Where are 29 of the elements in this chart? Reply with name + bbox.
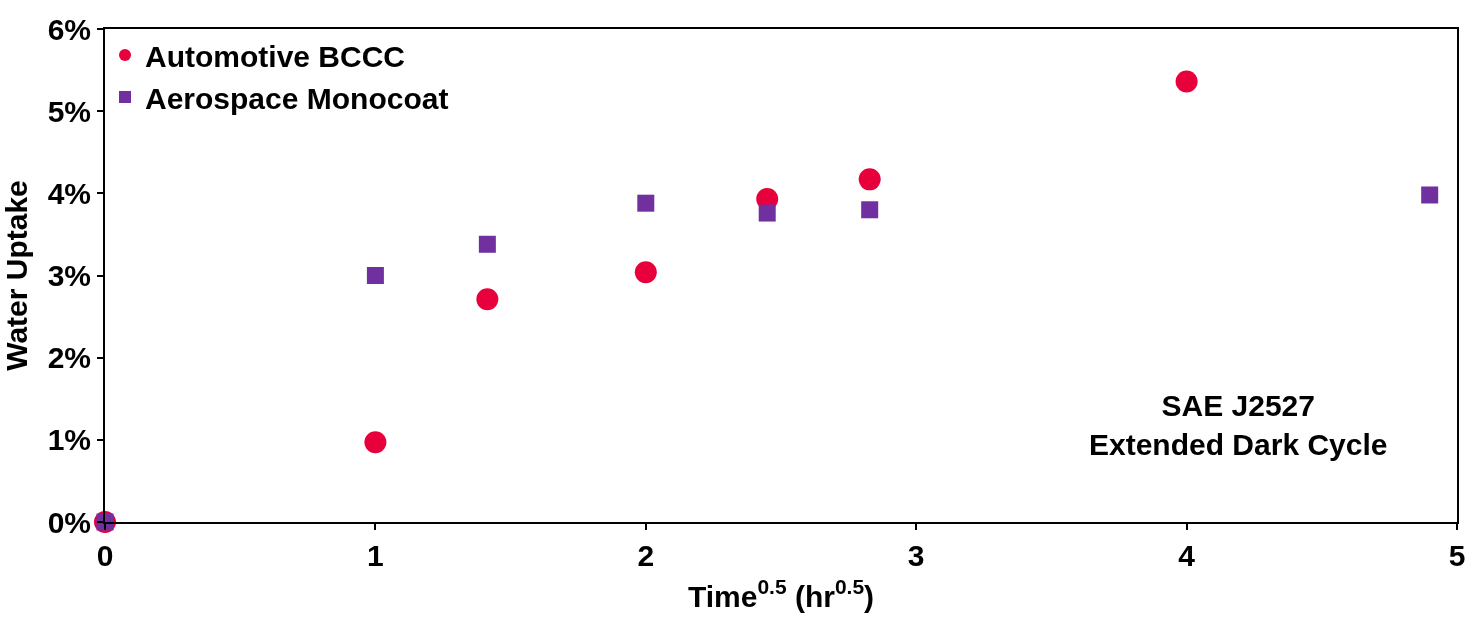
- y-axis-title: Water Uptake: [0, 180, 33, 371]
- y-tick-label: 4%: [47, 176, 91, 210]
- point: [478, 235, 496, 253]
- x-tick-label: 3: [907, 539, 925, 572]
- point: [476, 288, 499, 311]
- x-tick-label: 5: [1448, 539, 1466, 572]
- point: [634, 261, 657, 284]
- point: [637, 194, 655, 212]
- x-tick-label: 4: [1178, 539, 1196, 572]
- point: [1421, 186, 1439, 204]
- x-tick-label: 0: [96, 539, 114, 572]
- point: [861, 201, 879, 219]
- y-tick-label: 0%: [47, 505, 91, 539]
- annotation: SAE J2527 Extended Dark Cycle: [1089, 389, 1388, 461]
- x-tick-label: 1: [367, 539, 384, 572]
- y-tick-label: 6%: [47, 12, 91, 46]
- point: [758, 204, 776, 222]
- y-tick-label: 2%: [47, 341, 91, 375]
- x-axis-title: Time$^{0.5}$ (hr$^{0.5}$): [687, 575, 875, 613]
- point: [858, 168, 881, 191]
- point: [364, 431, 387, 454]
- y-tick-label: 3%: [47, 259, 91, 292]
- point: [1175, 70, 1198, 93]
- legend-label: Automotive BCCC: [145, 39, 405, 73]
- x-tick-label: 2: [637, 539, 655, 572]
- point: [366, 267, 384, 284]
- y-tick-label: 5%: [47, 94, 91, 128]
- legend-label: Aerospace Monocoat: [145, 81, 449, 115]
- y-tick-label: 1%: [47, 423, 91, 457]
